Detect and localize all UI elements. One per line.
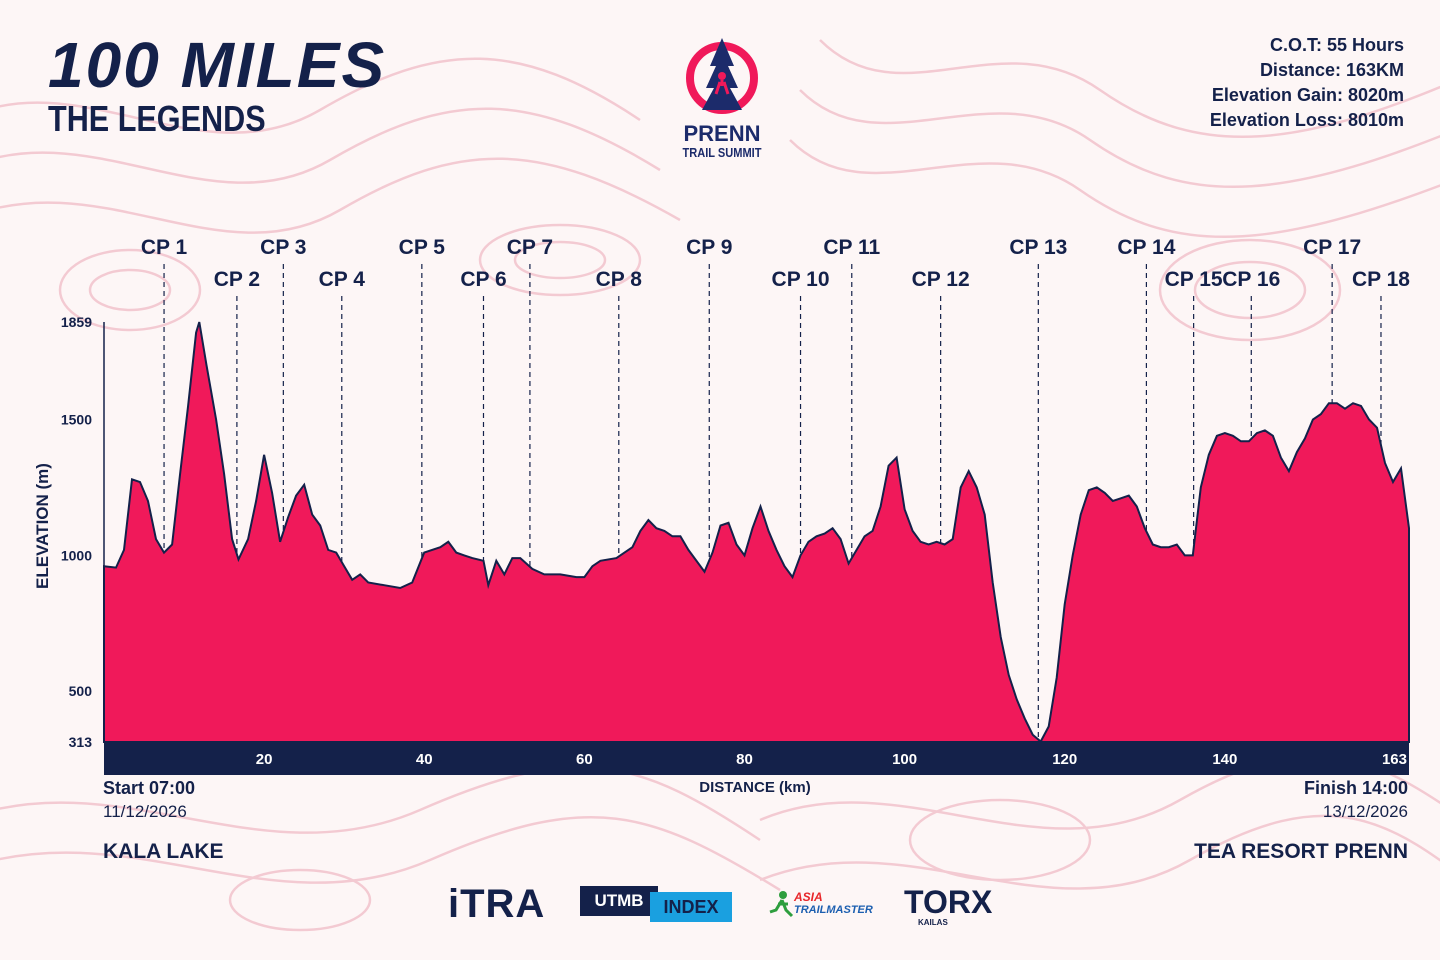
logo-text-prenn: PRENN <box>683 121 761 146</box>
itra-logo: iTRA <box>448 882 546 926</box>
torx-logo: TORX KAILAS <box>904 884 994 930</box>
checkpoint-label: CP 17 <box>1303 236 1361 259</box>
checkpoint-label: CP 12 <box>912 268 970 291</box>
logo-text-trail-summit: TRAIL SUMMIT <box>682 145 762 160</box>
elevation-gain-stat: Elevation Gain: 8020m <box>1211 85 1404 105</box>
checkpoint-label: CP 7 <box>507 236 553 259</box>
prenn-logo: PRENN TRAIL SUMMIT <box>672 36 772 160</box>
finish-location: TEA RESORT PRENN <box>1194 840 1408 863</box>
checkpoint-label: CP 16 <box>1222 268 1280 291</box>
y-tick-label: 1859 <box>61 314 92 330</box>
start-time: Start 07:00 <box>103 778 196 798</box>
finish-time: Finish 14:00 <box>1303 778 1408 798</box>
x-tick-label: 60 <box>576 751 593 768</box>
checkpoint-label: CP 14 <box>1117 236 1175 259</box>
checkpoint-label: CP 9 <box>686 236 732 259</box>
race-title: 100 MILES <box>48 29 387 101</box>
checkpoint-label: CP 5 <box>399 236 446 259</box>
index-text: INDEX <box>650 892 732 922</box>
checkpoint-label: CP 10 <box>772 268 830 291</box>
race-stats: C.O.T: 55 Hours Distance: 163KM Elevatio… <box>1210 33 1404 133</box>
checkpoint-label: CP 13 <box>1009 236 1067 259</box>
y-tick-label: 500 <box>69 683 93 699</box>
x-tick-label: 80 <box>736 751 753 768</box>
y-tick-label: 1000 <box>61 547 92 563</box>
x-tick-label: 40 <box>416 751 433 768</box>
checkpoint-label: CP 11 <box>823 236 880 259</box>
x-axis-band <box>104 743 1409 775</box>
y-tick-label: 1500 <box>61 412 92 428</box>
start-date: 11/12/2026 <box>103 802 187 821</box>
distance-stat: Distance: 163KM <box>1259 60 1404 80</box>
tree-runner-icon <box>686 38 758 114</box>
asia-text: ASIA <box>794 890 823 904</box>
checkpoint-label: CP 4 <box>319 268 366 291</box>
torx-text: TORX <box>904 884 993 920</box>
checkpoint-label: CP 18 <box>1352 268 1410 291</box>
utmb-index-logo: UTMB INDEX <box>580 886 732 922</box>
start-location: KALA LAKE <box>103 840 224 863</box>
checkpoint-label: CP 8 <box>596 268 643 291</box>
finish-date: 13/12/2026 <box>1322 802 1408 821</box>
x-tick-label: 140 <box>1212 751 1237 768</box>
utmb-text: UTMB <box>580 886 658 916</box>
checkpoint-label: CP 6 <box>460 268 506 291</box>
sponsor-logos: iTRA UTMB INDEX ASIA TRAILMASTER TORX KA… <box>0 880 1440 940</box>
kailas-text: KAILAS <box>918 918 948 927</box>
checkpoint-label: CP 3 <box>260 236 306 259</box>
y-axis-label: ELEVATION (m) <box>33 463 52 589</box>
checkpoint-label: CP 2 <box>214 268 260 291</box>
y-tick-label: 313 <box>69 734 93 750</box>
trailmaster-text: TRAILMASTER <box>794 904 873 916</box>
asia-trailmaster-logo: ASIA TRAILMASTER <box>768 890 873 926</box>
x-tick-label: 120 <box>1052 751 1077 768</box>
race-subtitle: THE LEGENDS <box>48 98 266 139</box>
elevation-area <box>103 321 1410 744</box>
checkpoint-label: CP 15 <box>1165 268 1223 291</box>
x-tick-label: 163 <box>1382 751 1407 768</box>
x-tick-label: 100 <box>892 751 917 768</box>
x-axis-label: DISTANCE (km) <box>699 779 811 796</box>
cot-stat: C.O.T: 55 Hours <box>1269 35 1404 55</box>
x-tick-label: 20 <box>256 751 273 768</box>
runner-icon <box>769 891 794 918</box>
elevation-loss-stat: Elevation Loss: 8010m <box>1209 110 1404 130</box>
checkpoint-label: CP 1 <box>141 236 188 259</box>
